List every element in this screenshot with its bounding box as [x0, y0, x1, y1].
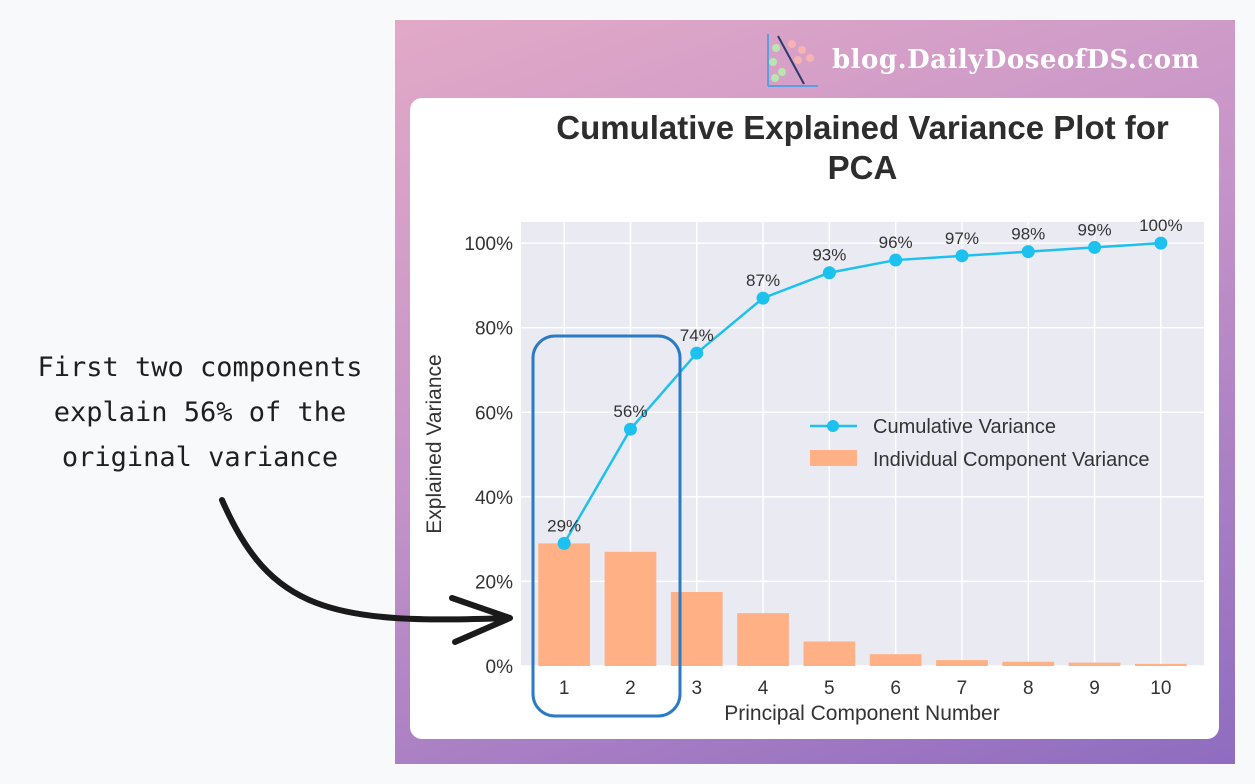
x-tick-label: 6: [890, 678, 901, 699]
cumulative-data-label: 100%: [1139, 216, 1182, 235]
cumulative-point: [889, 253, 903, 267]
legend-individual-swatch-icon: [810, 450, 857, 466]
cumulative-data-label: 96%: [879, 233, 913, 252]
cumulative-data-label: 29%: [547, 516, 581, 535]
bars: [538, 543, 1187, 666]
variance-bar: [869, 654, 922, 666]
annotation-text: First two components explain 56% of the …: [10, 345, 390, 480]
variance-bar: [936, 660, 988, 666]
cumulative-point: [1088, 240, 1102, 254]
cumulative-data-label: 98%: [1011, 225, 1045, 244]
legend-individual-label: Individual Component Variance: [873, 449, 1149, 471]
y-axis-label: Explained Variance: [423, 354, 446, 533]
y-tick-label: 0%: [486, 657, 514, 678]
x-axis-label: Principal Component Number: [724, 702, 999, 725]
data-labels: 29% 56% 74% 87% 93% 96% 97% 98% 99% 100%: [547, 216, 1182, 535]
x-tick-label: 4: [758, 678, 769, 699]
annotation-line: First two components: [37, 352, 363, 383]
variance-bar: [737, 613, 789, 666]
axis-ticks: 0% 20% 40% 60% 80% 100% 1 2 3 4 5 6 7 8 9 10: [464, 234, 1171, 699]
cumulative-point: [690, 346, 704, 360]
brand: blog.DailyDoseofDS.com: [760, 28, 1200, 92]
annotation-arrowhead: [449, 595, 513, 645]
legend-cumulative-label: Cumulative Variance: [873, 416, 1056, 438]
y-tick-label: 40%: [475, 488, 513, 509]
cumulative-data-label: 74%: [680, 326, 714, 345]
x-tick-label: 9: [1089, 678, 1100, 699]
y-tick-label: 20%: [475, 572, 513, 593]
y-tick-label: 60%: [475, 403, 513, 424]
variance-bar: [538, 543, 591, 666]
x-tick-label: 7: [957, 678, 968, 699]
annotation-arrow: [219, 497, 511, 623]
y-tick-label: 80%: [475, 319, 513, 340]
annotation-line: original variance: [61, 442, 339, 473]
x-tick-label: 10: [1150, 678, 1171, 699]
legend: Cumulative Variance Individual Component…: [810, 416, 1149, 471]
cumulative-point: [557, 536, 571, 550]
brand-text: blog.DailyDoseofDS.com: [832, 45, 1200, 75]
x-tick-label: 8: [1023, 678, 1034, 699]
x-tick-label: 5: [824, 678, 835, 699]
cumulative-point: [623, 422, 637, 436]
cumulative-point: [1021, 245, 1035, 259]
x-tick-label: 2: [625, 678, 636, 699]
variance-bar: [1134, 663, 1187, 666]
cumulative-data-label: 99%: [1078, 220, 1112, 239]
highlight-box: [531, 334, 682, 718]
y-tick-label: 100%: [464, 234, 513, 255]
variance-bar: [803, 641, 856, 666]
variance-bar: [1068, 662, 1121, 666]
x-tick-label: 1: [559, 678, 570, 699]
chart-title: Cumulative Explained Variance Plot for P…: [556, 109, 1169, 186]
cumulative-polyline: [563, 241, 1161, 544]
cumulative-point: [822, 266, 836, 280]
cumulative-data-label: 56%: [613, 402, 647, 421]
cumulative-point: [955, 249, 969, 263]
cumulative-line: [557, 236, 1168, 550]
x-tick-label: 3: [691, 678, 702, 699]
cumulative-data-label: 87%: [746, 271, 780, 290]
scatter-logo-icon: [767, 34, 818, 87]
cumulative-point: [1154, 236, 1168, 250]
annotation-line: explain 56% of the: [53, 397, 347, 428]
cumulative-data-label: 97%: [945, 229, 979, 248]
variance-bar: [1002, 661, 1055, 666]
cumulative-data-label: 93%: [812, 246, 846, 265]
legend-cumulative-marker-icon: [827, 420, 839, 432]
cumulative-point: [756, 291, 770, 305]
variance-bar: [604, 551, 657, 666]
